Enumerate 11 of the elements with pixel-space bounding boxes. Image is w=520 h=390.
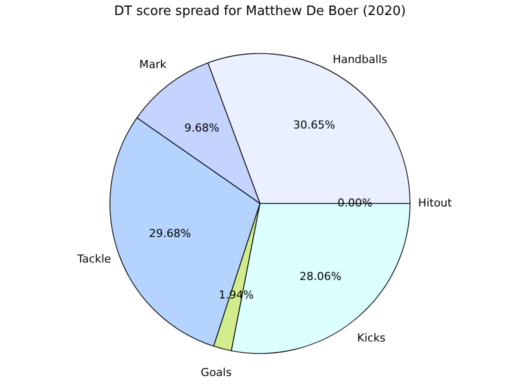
data-label: 28.06% (299, 270, 342, 283)
slice-label: Tackle (76, 252, 112, 266)
slice-label: Handballs (332, 52, 388, 66)
slice-label: Mark (139, 58, 168, 72)
category-label: Hitout (418, 196, 452, 210)
data-label: 30.65% (293, 118, 336, 132)
data-label: 9.68% (184, 121, 220, 134)
chart-title: DT score spread for Matthew De Boer (2020) (114, 4, 406, 19)
slice-label: Goals (200, 366, 232, 379)
data-label: 29.68% (148, 226, 191, 240)
slice-label: Kicks (357, 332, 386, 345)
